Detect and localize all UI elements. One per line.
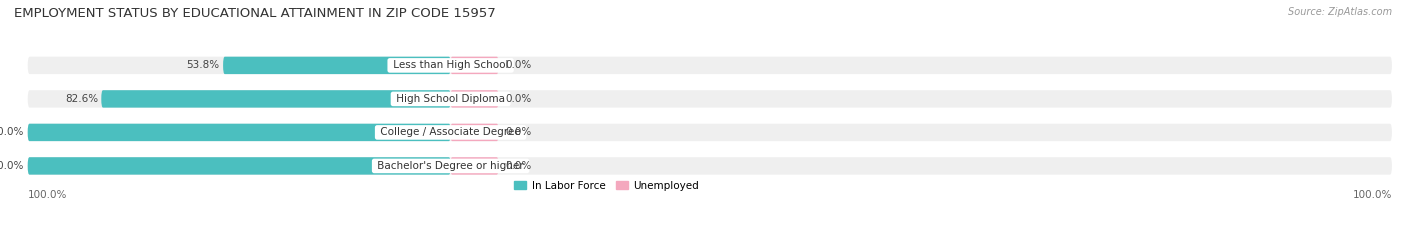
Text: 0.0%: 0.0% xyxy=(505,94,531,104)
FancyBboxPatch shape xyxy=(28,124,450,141)
Text: 100.0%: 100.0% xyxy=(28,190,67,200)
Text: EMPLOYMENT STATUS BY EDUCATIONAL ATTAINMENT IN ZIP CODE 15957: EMPLOYMENT STATUS BY EDUCATIONAL ATTAINM… xyxy=(14,7,496,20)
Text: 0.0%: 0.0% xyxy=(505,60,531,70)
Text: 100.0%: 100.0% xyxy=(1353,190,1392,200)
FancyBboxPatch shape xyxy=(101,90,450,108)
Legend: In Labor Force, Unemployed: In Labor Force, Unemployed xyxy=(510,176,703,195)
Text: High School Diploma: High School Diploma xyxy=(394,94,508,104)
FancyBboxPatch shape xyxy=(450,157,498,175)
Text: 0.0%: 0.0% xyxy=(505,161,531,171)
Text: 100.0%: 100.0% xyxy=(0,127,24,137)
Text: 82.6%: 82.6% xyxy=(65,94,98,104)
FancyBboxPatch shape xyxy=(450,90,498,108)
FancyBboxPatch shape xyxy=(28,124,1392,141)
FancyBboxPatch shape xyxy=(450,57,498,74)
FancyBboxPatch shape xyxy=(28,157,450,175)
Text: Less than High School: Less than High School xyxy=(389,60,512,70)
Text: 100.0%: 100.0% xyxy=(0,161,24,171)
Text: College / Associate Degree: College / Associate Degree xyxy=(377,127,524,137)
FancyBboxPatch shape xyxy=(450,124,498,141)
FancyBboxPatch shape xyxy=(28,90,1392,108)
FancyBboxPatch shape xyxy=(28,57,1392,74)
Text: 53.8%: 53.8% xyxy=(187,60,219,70)
FancyBboxPatch shape xyxy=(28,157,1392,175)
Text: Source: ZipAtlas.com: Source: ZipAtlas.com xyxy=(1288,7,1392,17)
Text: 0.0%: 0.0% xyxy=(505,127,531,137)
Text: Bachelor's Degree or higher: Bachelor's Degree or higher xyxy=(374,161,527,171)
FancyBboxPatch shape xyxy=(224,57,450,74)
